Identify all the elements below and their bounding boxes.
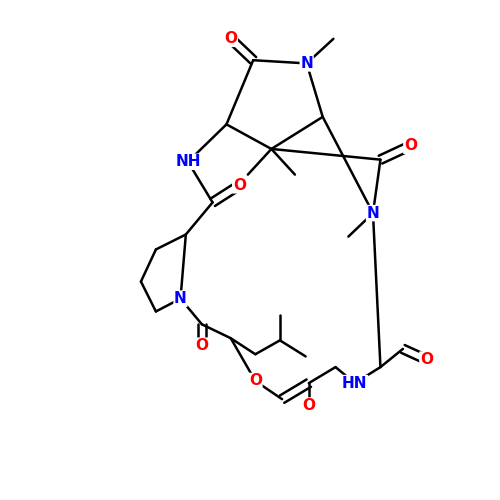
Text: O: O	[196, 338, 208, 353]
Text: N: N	[366, 206, 380, 220]
Text: O: O	[404, 138, 417, 153]
Text: HN: HN	[342, 376, 367, 390]
Text: O: O	[302, 398, 316, 413]
Text: N: N	[174, 291, 187, 306]
Text: NH: NH	[175, 154, 201, 170]
Text: O: O	[420, 352, 433, 367]
Text: N: N	[300, 56, 313, 71]
Text: O: O	[249, 374, 262, 388]
Text: O: O	[224, 32, 237, 46]
Text: O: O	[233, 178, 246, 193]
